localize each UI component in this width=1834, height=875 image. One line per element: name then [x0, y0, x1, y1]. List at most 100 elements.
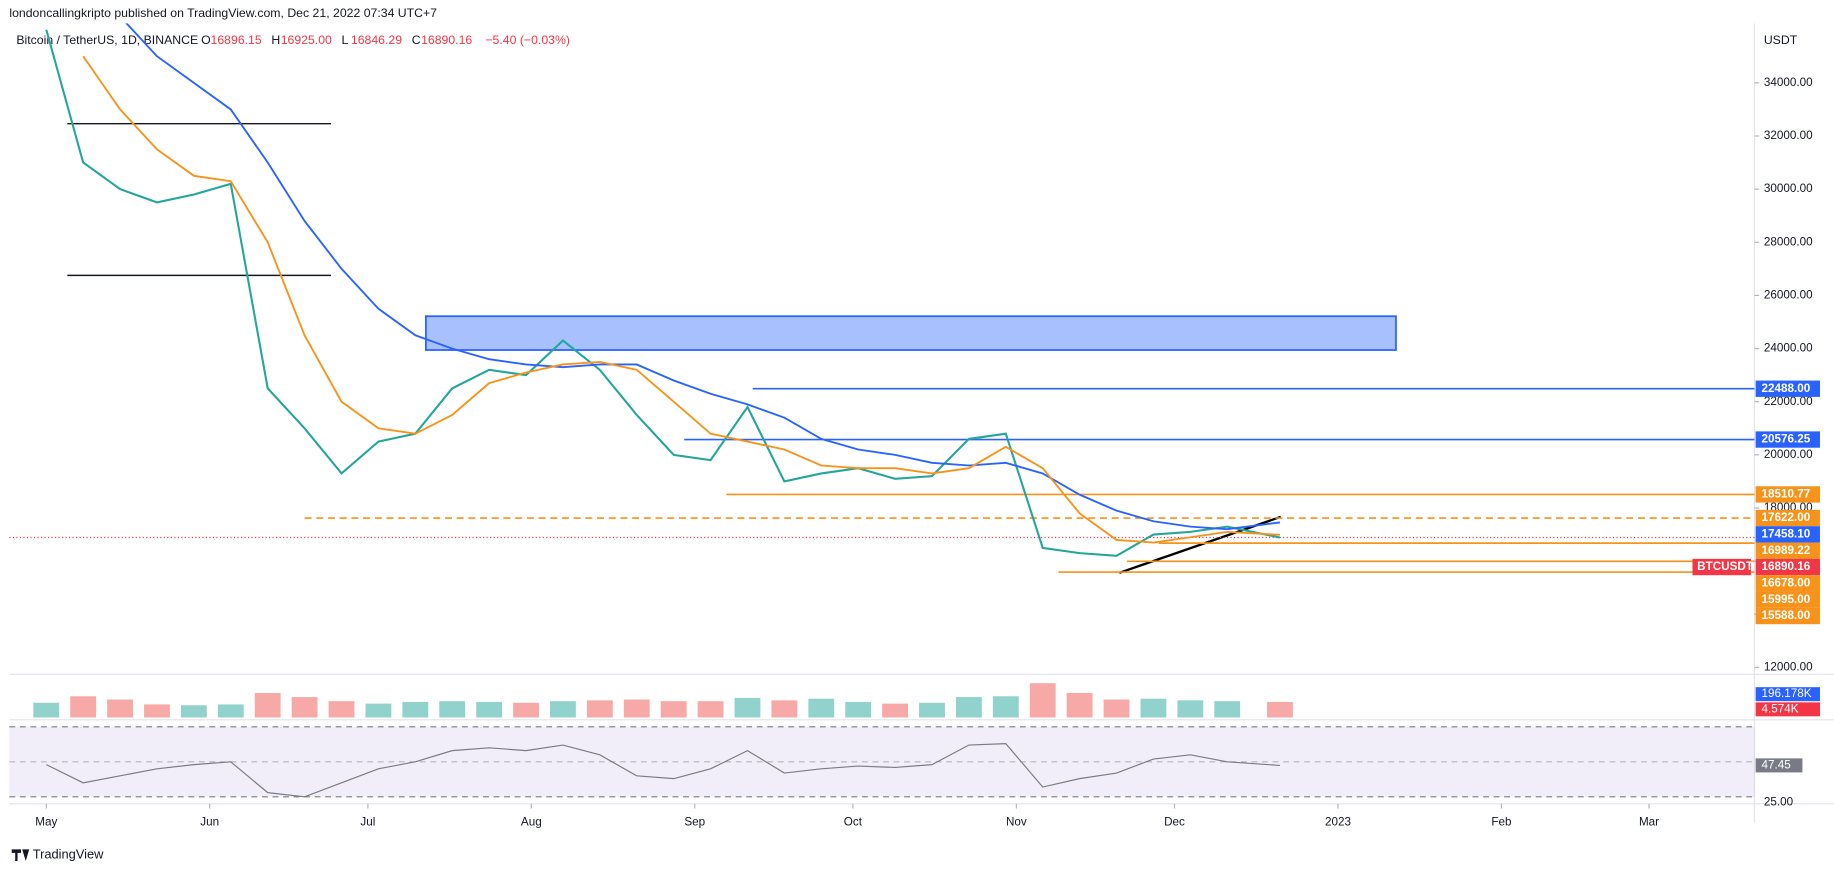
y-tick-label: 28000.00 [1764, 235, 1813, 248]
volume-bar [33, 702, 60, 718]
ma-line [125, 23, 1281, 531]
volume-bar [955, 697, 982, 718]
x-tick-label: 2023 [1325, 816, 1351, 829]
ohlc-value: 16846.29 [351, 33, 402, 47]
x-tick-label: Nov [1006, 816, 1027, 829]
price-tag-label: 22488.00 [1761, 382, 1810, 395]
x-tick-label: Jun [200, 816, 219, 829]
price-tag [1755, 575, 1820, 592]
y-tick-label: 20000.00 [1764, 448, 1813, 461]
volume-bar [217, 704, 244, 718]
rsi-tag [1755, 758, 1803, 773]
volume-bar [1140, 698, 1167, 718]
ohlc-value: 16925.00 [281, 33, 332, 47]
price-tag [1755, 380, 1820, 397]
price-tag [1755, 509, 1820, 527]
rsi-line [46, 743, 1280, 798]
brand-logo [11, 849, 30, 861]
volume-bar [291, 697, 318, 718]
volume-bar [254, 693, 281, 718]
volume-bar [734, 697, 761, 718]
volume-bar [402, 701, 429, 718]
volume-bar [513, 702, 539, 718]
symbol-tag-label: BTCUSDT [1697, 560, 1753, 573]
volume-bar [550, 701, 576, 718]
currency: USDT [1764, 33, 1798, 47]
volume-bar [1214, 701, 1241, 718]
symbol-tag [1692, 558, 1751, 576]
y-tick-label: 30000.00 [1764, 182, 1813, 195]
ohlc-key: O [201, 33, 211, 47]
volume-bar [882, 703, 909, 718]
price-tag-label: 17622.00 [1761, 511, 1810, 524]
y-tick-label: 26000.00 [1764, 289, 1813, 302]
vol-last-tag [1755, 702, 1820, 717]
y-tick-label: 12000.00 [1764, 661, 1813, 674]
volume-bar [476, 701, 503, 718]
volume-bar [107, 699, 133, 718]
rsi-tick-label: 25.00 [1764, 796, 1794, 809]
price-tag [1755, 558, 1820, 576]
y-tick-label: 22000.00 [1764, 395, 1813, 408]
price-tag-label: 20576.25 [1761, 433, 1810, 446]
price-tag-label: 16678.00 [1761, 576, 1810, 589]
volume-bar [365, 703, 392, 718]
ohlc-value: 16896.15 [211, 33, 262, 47]
price-tag [1755, 542, 1820, 559]
price-tag-label: 15588.00 [1761, 609, 1810, 622]
x-tick-label: Aug [521, 816, 542, 829]
rsi-value-label: 47.45 [1761, 758, 1790, 771]
ma-line [82, 55, 1280, 544]
change: −5.40 (−0.03%) [485, 33, 570, 47]
x-tick-label: Feb [1491, 816, 1511, 829]
x-tick-label: Mar [1639, 816, 1659, 829]
volume-bar [808, 698, 835, 718]
price-tag [1755, 607, 1820, 625]
volume-bar [660, 701, 687, 718]
price-tag [1755, 431, 1820, 448]
vol-ma-label: 196.178K [1761, 687, 1811, 700]
price-tag [1755, 591, 1820, 608]
volume-bar [1177, 700, 1204, 718]
volume-bar [1029, 683, 1056, 718]
rsi-band [9, 726, 1755, 797]
ohlc-key: C [412, 33, 421, 47]
volume-bar [1103, 699, 1130, 718]
zone [424, 315, 1397, 351]
volume-bar [144, 704, 170, 718]
brand: TradingView [33, 847, 104, 862]
volume-bar [845, 701, 872, 718]
published: londoncallingkripto published on Trading… [9, 6, 437, 20]
volume-bar [1066, 693, 1093, 718]
ohlc-key: L [342, 33, 349, 47]
y-tick-label: 24000.00 [1764, 342, 1813, 355]
volume-bar [1267, 701, 1293, 718]
price-tag-label: 15995.00 [1761, 593, 1810, 606]
volume-bar [70, 696, 97, 718]
price-tag-label: 16989.22 [1761, 544, 1810, 557]
x-tick-label: Dec [1164, 816, 1185, 829]
volume-bar [992, 696, 1019, 718]
volume-bar [919, 702, 945, 718]
price-tag [1755, 486, 1820, 503]
x-tick-label: Oct [844, 816, 863, 829]
symbol: Bitcoin / TetherUS, 1D, BINANCE [16, 33, 198, 47]
ohlc-key: H [271, 33, 280, 47]
volume-bar [180, 705, 207, 718]
volume-bar [586, 700, 613, 718]
volume-bar [623, 699, 650, 718]
x-tick-label: Sep [684, 816, 705, 829]
y-tick-label: 34000.00 [1764, 76, 1813, 89]
volume-bar [771, 700, 798, 718]
price-tag [1755, 526, 1820, 543]
volume-bar [328, 701, 355, 718]
volume-bar [697, 701, 724, 718]
ohlc-value: 16890.16 [421, 33, 472, 47]
price-tag-label: 17458.10 [1761, 527, 1810, 540]
volume-bar [439, 701, 466, 718]
price-tag-label: 18510.77 [1761, 488, 1810, 501]
vol-last-label: 4.574K [1761, 702, 1798, 715]
x-tick-label: May [35, 816, 57, 829]
